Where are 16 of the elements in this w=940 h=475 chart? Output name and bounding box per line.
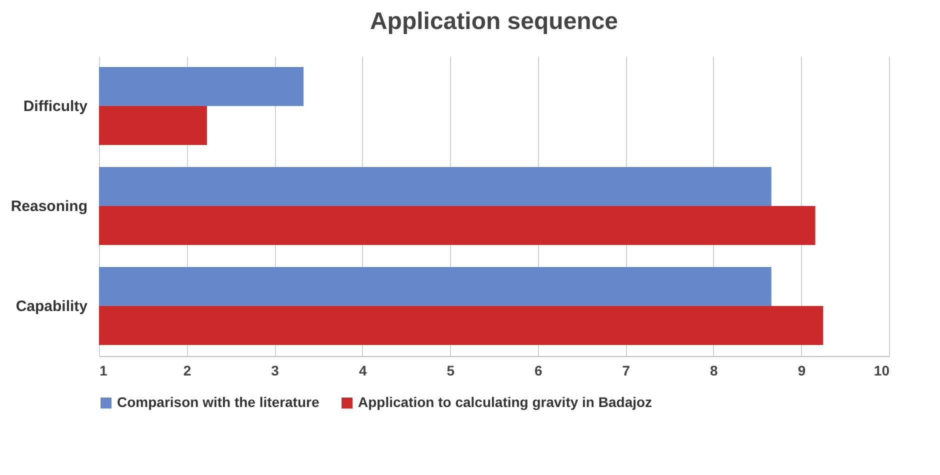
x-tick-label: 1 [100,362,108,378]
legend-label: Comparison with the literature [117,394,320,410]
x-tick-label: 9 [798,362,806,378]
legend-label: Application to calculating gravity in Badajoz [358,394,652,410]
x-tick-label: 4 [358,362,367,378]
x-tick-label: 6 [534,362,542,378]
y-tick-label: Difficulty [23,98,88,115]
x-tick-label: 2 [183,362,192,378]
chart-title: Application sequence [370,8,618,35]
x-tick-label: 10 [874,362,890,378]
y-tick-label: Reasoning [10,198,88,215]
y-tick-label: Capability [16,298,88,315]
x-tick-label: 8 [710,362,718,378]
x-tick-label: 5 [446,362,455,378]
x-tick-label: 7 [622,362,630,378]
x-tick-label: 3 [271,362,280,378]
